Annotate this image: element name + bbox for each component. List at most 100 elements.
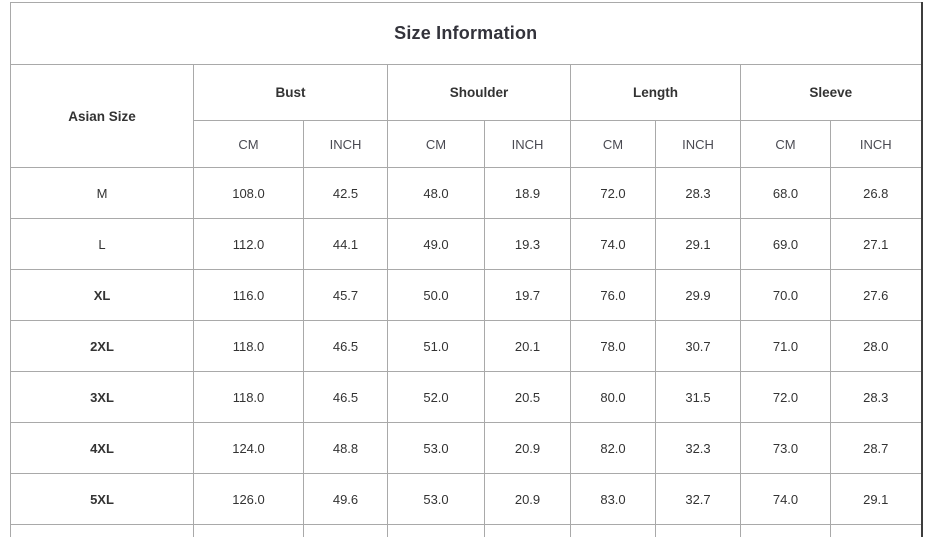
value-cell: 74.0: [570, 218, 656, 270]
value-cell: 72.0: [570, 167, 656, 219]
value-cell: 53.0: [387, 473, 485, 525]
value-cell: 32.7: [655, 473, 741, 525]
value-cell: 80.0: [570, 371, 656, 423]
length-inch-header: INCH: [655, 120, 741, 168]
sleeve-header: Sleeve: [739, 64, 923, 121]
sleeve-inch-header: INCH: [829, 120, 923, 168]
value-cell: 31.5: [655, 371, 741, 423]
value-cell: 19.7: [484, 269, 571, 321]
size-cell: M: [10, 167, 194, 219]
size-rows: M 108.0 42.5 48.0 18.9 72.0 28.3 68.0 26.8 L 112.0…: [10, 167, 923, 537]
size-cell: 3XL: [10, 371, 194, 423]
value-cell: 46.5: [303, 371, 388, 423]
value-cell: 53.0: [387, 422, 485, 474]
value-cell: 118.0: [193, 371, 304, 423]
value-cell: 27.6: [829, 269, 923, 321]
value-cell: 116.0: [193, 269, 304, 321]
value-cell: 124.0: [193, 422, 304, 474]
value-cell: 51.0: [387, 320, 485, 372]
value-cell: 19.3: [484, 218, 571, 270]
size-cell: 2XL: [10, 320, 194, 372]
value-cell: 27.1: [829, 218, 923, 270]
empty-cell: [570, 524, 656, 537]
unit-header-row: CM INCH CM INCH CM INCH CM INCH: [11, 120, 923, 168]
value-cell: 20.1: [484, 320, 571, 372]
value-cell: 28.3: [655, 167, 741, 219]
value-cell: 20.5: [484, 371, 571, 423]
title-row: Size Information: [9, 2, 923, 65]
table-row: 2XL 118.0 46.5 51.0 20.1 78.0 30.7 71.0 28.0: [10, 320, 923, 372]
table-row: M 108.0 42.5 48.0 18.9 72.0 28.3 68.0 26.8: [10, 167, 923, 219]
size-cell: 4XL: [10, 422, 194, 474]
value-cell: 50.0: [387, 269, 485, 321]
shoulder-inch-header: INCH: [484, 120, 571, 168]
value-cell: 68.0: [740, 167, 831, 219]
shoulder-cm-header: CM: [387, 120, 485, 168]
value-cell: 83.0: [570, 473, 656, 525]
empty-cell: [829, 524, 923, 537]
value-cell: 82.0: [570, 422, 656, 474]
value-cell: 72.0: [740, 371, 831, 423]
bust-header: Bust: [193, 64, 388, 121]
table-row: 4XL 124.0 48.8 53.0 20.9 82.0 32.3 73.0 28.7: [10, 422, 923, 474]
empty-cell: [655, 524, 741, 537]
table-row: 5XL 126.0 49.6 53.0 20.9 83.0 32.7 74.0 29.1: [10, 473, 923, 525]
value-cell: 29.9: [655, 269, 741, 321]
group-header-row: Asian Size Bust Shoulder Length Sleeve: [10, 64, 923, 168]
clipped-row: [10, 524, 923, 537]
value-cell: 28.3: [829, 371, 923, 423]
value-cell: 20.9: [484, 422, 571, 474]
empty-cell: [387, 524, 485, 537]
value-cell: 29.1: [829, 473, 923, 525]
size-cell: L: [10, 218, 194, 270]
empty-cell: [740, 524, 831, 537]
value-cell: 70.0: [740, 269, 831, 321]
bust-inch-header: INCH: [303, 120, 388, 168]
table-row: 3XL 118.0 46.5 52.0 20.5 80.0 31.5 72.0 28.3: [10, 371, 923, 423]
size-information-table: Size Information Asian Size Bust Shoulde…: [9, 2, 923, 537]
value-cell: 69.0: [740, 218, 831, 270]
value-cell: 108.0: [193, 167, 304, 219]
value-cell: 20.9: [484, 473, 571, 525]
value-cell: 71.0: [740, 320, 831, 372]
empty-cell: [10, 524, 194, 537]
shoulder-header: Shoulder: [387, 64, 571, 121]
empty-cell: [484, 524, 571, 537]
value-cell: 26.8: [829, 167, 923, 219]
sleeve-cm-header: CM: [740, 120, 831, 168]
size-cell: XL: [10, 269, 194, 321]
page-title: Size Information: [9, 2, 923, 65]
value-cell: 28.7: [829, 422, 923, 474]
value-cell: 30.7: [655, 320, 741, 372]
bust-cm-header: CM: [193, 120, 304, 168]
value-cell: 76.0: [570, 269, 656, 321]
value-cell: 18.9: [484, 167, 571, 219]
value-cell: 78.0: [570, 320, 656, 372]
table-row: L 112.0 44.1 49.0 19.3 74.0 29.1 69.0 27.1: [10, 218, 923, 270]
length-header: Length: [570, 64, 741, 121]
value-cell: 118.0: [193, 320, 304, 372]
value-cell: 28.0: [829, 320, 923, 372]
value-cell: 126.0: [193, 473, 304, 525]
value-cell: 112.0: [193, 218, 304, 270]
value-cell: 49.6: [303, 473, 388, 525]
length-cm-header: CM: [570, 120, 656, 168]
value-cell: 46.5: [303, 320, 388, 372]
empty-cell: [303, 524, 388, 537]
value-cell: 73.0: [740, 422, 831, 474]
asian-size-header: Asian Size: [10, 64, 194, 168]
value-cell: 32.3: [655, 422, 741, 474]
value-cell: 48.0: [387, 167, 485, 219]
value-cell: 29.1: [655, 218, 741, 270]
value-cell: 52.0: [387, 371, 485, 423]
value-cell: 44.1: [303, 218, 388, 270]
value-cell: 48.8: [303, 422, 388, 474]
value-cell: 49.0: [387, 218, 485, 270]
value-cell: 45.7: [303, 269, 388, 321]
size-cell: 5XL: [10, 473, 194, 525]
value-cell: 74.0: [740, 473, 831, 525]
table-row: XL 116.0 45.7 50.0 19.7 76.0 29.9 70.0 27.6: [10, 269, 923, 321]
empty-cell: [193, 524, 304, 537]
value-cell: 42.5: [303, 167, 388, 219]
